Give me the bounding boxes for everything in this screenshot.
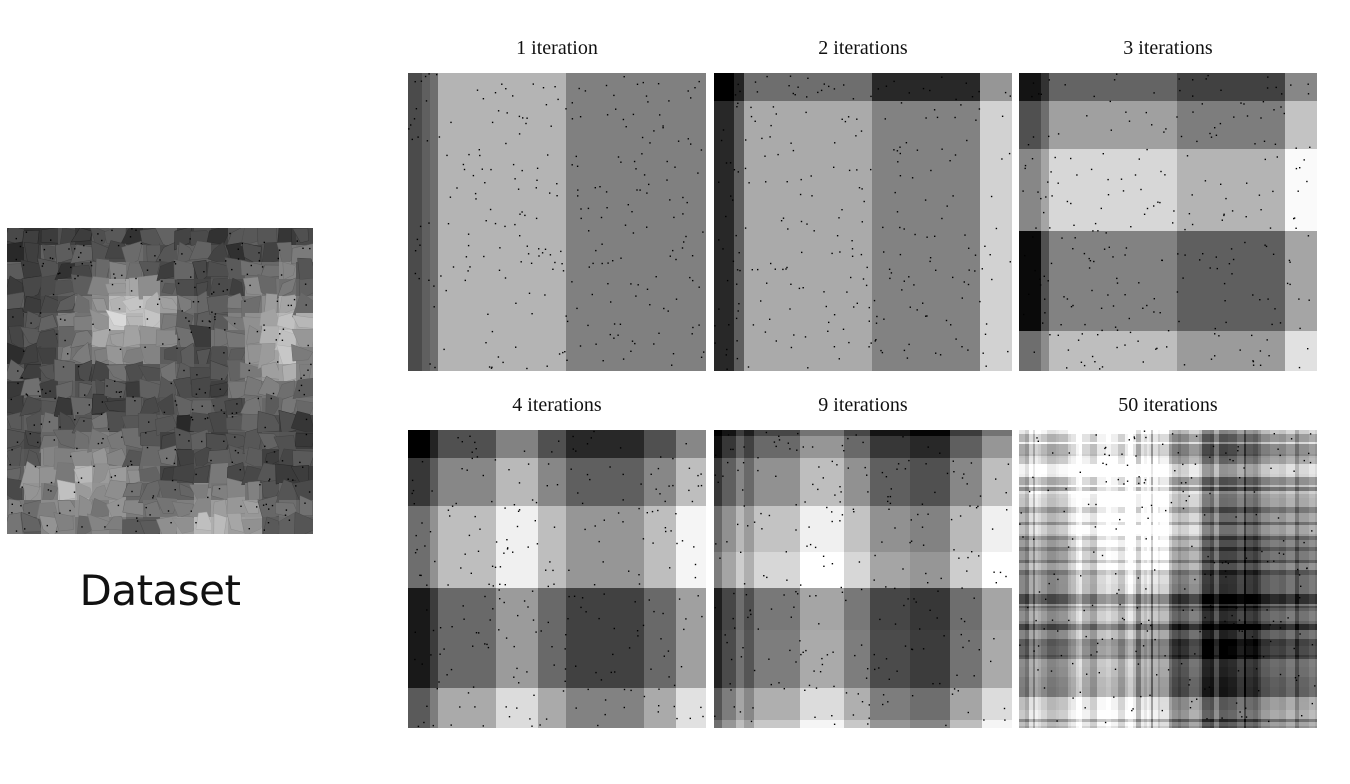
panel-image-2-iterations: [714, 73, 1012, 371]
panel-image-9-iterations: [714, 430, 1012, 728]
panel-image-50-iterations: [1019, 430, 1317, 728]
panel-title-50: 50 iterations: [1118, 394, 1218, 416]
panel-title-2: 2 iterations: [818, 37, 908, 59]
panel-image-3-iterations: [1019, 73, 1317, 371]
dataset-voronoi-image: [7, 228, 313, 534]
panel-title-3: 3 iterations: [1123, 37, 1213, 59]
panel-title-1: 1 iteration: [516, 37, 598, 59]
panel-title-4: 4 iterations: [512, 394, 602, 416]
panel-image-4-iterations: [408, 430, 706, 728]
panel-title-9: 9 iterations: [818, 394, 908, 416]
panel-image-1-iteration: [408, 73, 706, 371]
dataset-label: Dataset: [79, 566, 241, 615]
